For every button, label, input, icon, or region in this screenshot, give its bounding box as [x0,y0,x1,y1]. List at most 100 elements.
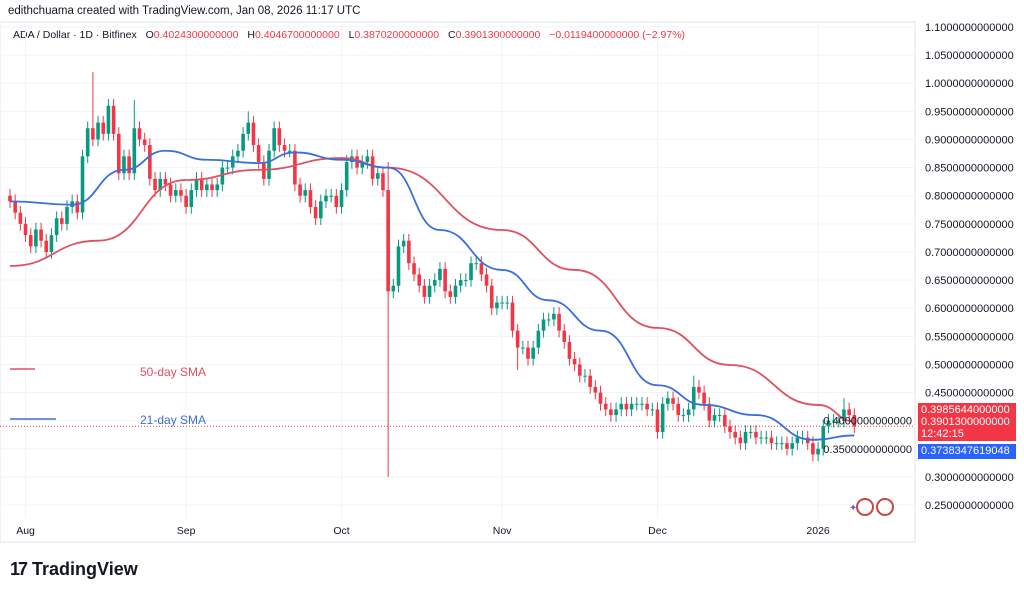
candle-body [521,347,525,349]
close-value: 0.3901300000000 [455,29,541,41]
price-tick-label: 0.8000000000000 [925,191,1014,203]
candle-body [811,443,815,455]
candle-body [417,274,422,286]
candle-body [163,178,168,185]
candle-body [391,285,396,292]
candle-body [748,431,753,433]
candle-body [816,448,820,455]
candle-body [764,437,769,439]
candle-body [474,263,478,265]
candle-body [153,178,157,191]
high-value: 0.4046700000000 [254,29,340,41]
candle-body [438,268,442,281]
candle-body [401,240,406,247]
candle-body [671,398,675,404]
sma50-annotation: 50-day SMA [140,365,207,379]
candle-body [407,240,411,264]
high-label: H [247,29,255,41]
candle-body [738,437,743,444]
candle-body [469,263,473,281]
price-tick-label: 0.6500000000000 [925,275,1014,287]
candle-body [199,178,204,191]
candle-body [34,229,38,247]
candle-body [13,201,17,213]
time-tick-label: Sep [177,525,196,537]
sma50-line [9,157,855,423]
symbol-name: ADA / Dollar · 1D · Bitfinex [13,29,137,41]
candle-body [484,274,489,286]
time-tick-label: Oct [333,525,349,537]
candle-body [360,161,365,168]
candle-body [65,206,69,224]
price-tick-label: 0.9500000000000 [925,106,1014,118]
candle-body [168,184,173,196]
flag-icons[interactable]: ✦ [849,498,894,516]
candle-body [293,150,297,185]
us-flag-icon[interactable] [856,498,874,516]
candle-body [158,178,163,191]
candle-body [826,420,831,427]
candle-body [443,268,447,292]
candle-body [277,128,282,146]
price-tick-label: 1.0500000000000 [925,50,1014,62]
candle-body [717,415,722,417]
time-axis: Aug Sep Oct Nov Dec 2026 [16,525,830,537]
candle-body [572,358,577,365]
candle-body [101,122,106,134]
candle-body [831,420,836,422]
candle-body [640,403,644,405]
sma50-price-tag: 0.3985644000000 [921,404,1010,416]
candle-body [702,392,706,404]
candle-body [427,285,432,297]
candle-body [339,190,344,207]
candle-body [80,156,85,213]
candle-body [148,145,152,179]
candle-body [28,235,33,247]
us-flag-icon[interactable] [876,498,894,516]
price-tick-label: 0.3000000000000 [925,472,1014,484]
candle-body [837,420,841,422]
candle-body [241,133,245,151]
candle-body [785,443,789,449]
candle-body [691,386,696,410]
low-value: 0.3870200000000 [354,29,440,41]
candle-body [821,426,826,449]
candle-body [194,178,199,191]
candle-body [396,246,401,286]
candle-body [697,386,701,393]
candle-body [75,201,80,213]
tradingview-logo[interactable]: 17 TradingView [10,559,138,580]
candle-body [603,403,608,410]
price-tag-red: 0.3985644000000 0.3901300000000 12:42:15 [918,403,1016,441]
candle-body [489,285,494,309]
price-tick-label: 0.2500000000000 [925,500,1014,512]
candle-body [287,150,292,152]
candle-body [303,190,308,196]
candle-body [246,122,251,134]
time-tick-label: Aug [16,525,35,537]
price-tick-label: 1.1000000000000 [925,22,1014,34]
candle-body [329,195,333,197]
candle-body [515,330,520,348]
candle-body [179,190,183,196]
candle-body [319,201,323,219]
time-tick-label: Dec [648,525,667,537]
sma-lines [9,149,855,441]
candle-body [267,150,271,179]
candle-body [137,128,142,140]
candle-body [505,302,510,304]
chart-credit: edithchuama created with TradingView.com… [8,5,361,17]
candle-body [619,403,624,410]
candle-body [60,218,64,224]
sma21-line [9,149,855,441]
candle-body [44,240,49,252]
plot-border [0,21,916,543]
candle-body [225,167,230,169]
price-tick-label: 0.5500000000000 [925,331,1014,343]
candle-body [681,415,686,417]
candle-body [686,409,691,416]
candle-body [453,285,458,297]
price-axis: 1.1000000000000 1.0500000000000 1.00000000… [823,22,1013,512]
open-value: 0.4024300000000 [153,29,239,41]
